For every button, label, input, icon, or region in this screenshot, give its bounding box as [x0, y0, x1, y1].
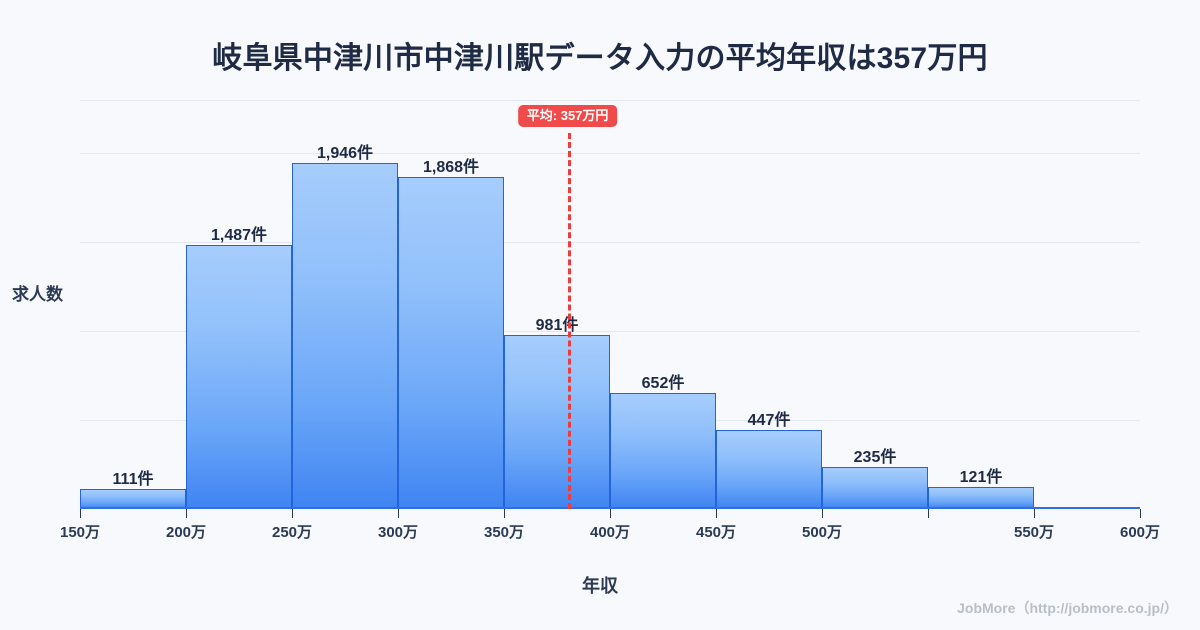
gridline: [80, 100, 1140, 101]
bar-value-label: 111件: [112, 471, 154, 489]
watermark: JobMore（http://jobmore.co.jp/）: [957, 600, 1178, 616]
bar-value-label: 235件: [853, 449, 897, 467]
x-tick: [398, 509, 399, 518]
x-tick-label: 250万: [271, 524, 313, 541]
plot-area: [80, 100, 1140, 509]
bar[interactable]: [610, 393, 716, 509]
x-tick-label: 500万: [801, 524, 843, 541]
bars-layer: [80, 100, 1140, 509]
x-tick: [1034, 509, 1035, 518]
bar[interactable]: [398, 176, 504, 509]
x-tick: [610, 509, 611, 518]
bar-value-label: 1,946件: [316, 144, 374, 162]
bar[interactable]: [504, 334, 610, 509]
bar[interactable]: [292, 162, 398, 509]
x-tick-label: 300万: [377, 524, 419, 541]
x-tick-label: 200万: [165, 524, 207, 541]
x-tick-label: 450万: [695, 524, 737, 541]
bar-value-label: 121件: [959, 469, 1003, 487]
average-line: [567, 133, 571, 509]
bar-value-label: 1,868件: [422, 158, 480, 176]
bar[interactable]: [822, 467, 928, 509]
x-tick: [716, 509, 717, 518]
bar[interactable]: [928, 487, 1034, 509]
chart-title: 岐阜県中津川市中津川駅データ入力の平均年収は357万円: [212, 42, 988, 75]
bar-value-label: 981件: [535, 316, 579, 334]
y-axis-title: 求人数: [12, 285, 63, 304]
x-tick: [186, 509, 187, 518]
x-tick-label: 350万: [483, 524, 525, 541]
x-tick: [292, 509, 293, 518]
x-tick-label: 150万: [59, 524, 101, 541]
x-axis-title: 年収: [582, 576, 618, 596]
x-tick: [80, 509, 81, 518]
x-tick-label: 550万: [1013, 524, 1055, 541]
x-tick: [822, 509, 823, 518]
x-axis-baseline: [80, 507, 1140, 509]
bar[interactable]: [716, 429, 822, 509]
x-tick: [504, 509, 505, 518]
x-tick: [928, 509, 929, 518]
bar-value-label: 652件: [641, 375, 685, 393]
x-tick-label: 400万: [589, 524, 631, 541]
bar[interactable]: [186, 244, 292, 509]
bar-value-label: 1,487件: [210, 226, 268, 244]
bar-value-label: 447件: [747, 411, 791, 429]
gridline: [80, 331, 1140, 333]
x-tick: [1140, 509, 1141, 518]
gridline: [80, 242, 1140, 244]
gridline: [80, 153, 1140, 155]
average-badge: 平均: 357万円: [517, 105, 618, 127]
x-tick-label: 600万: [1119, 524, 1161, 541]
